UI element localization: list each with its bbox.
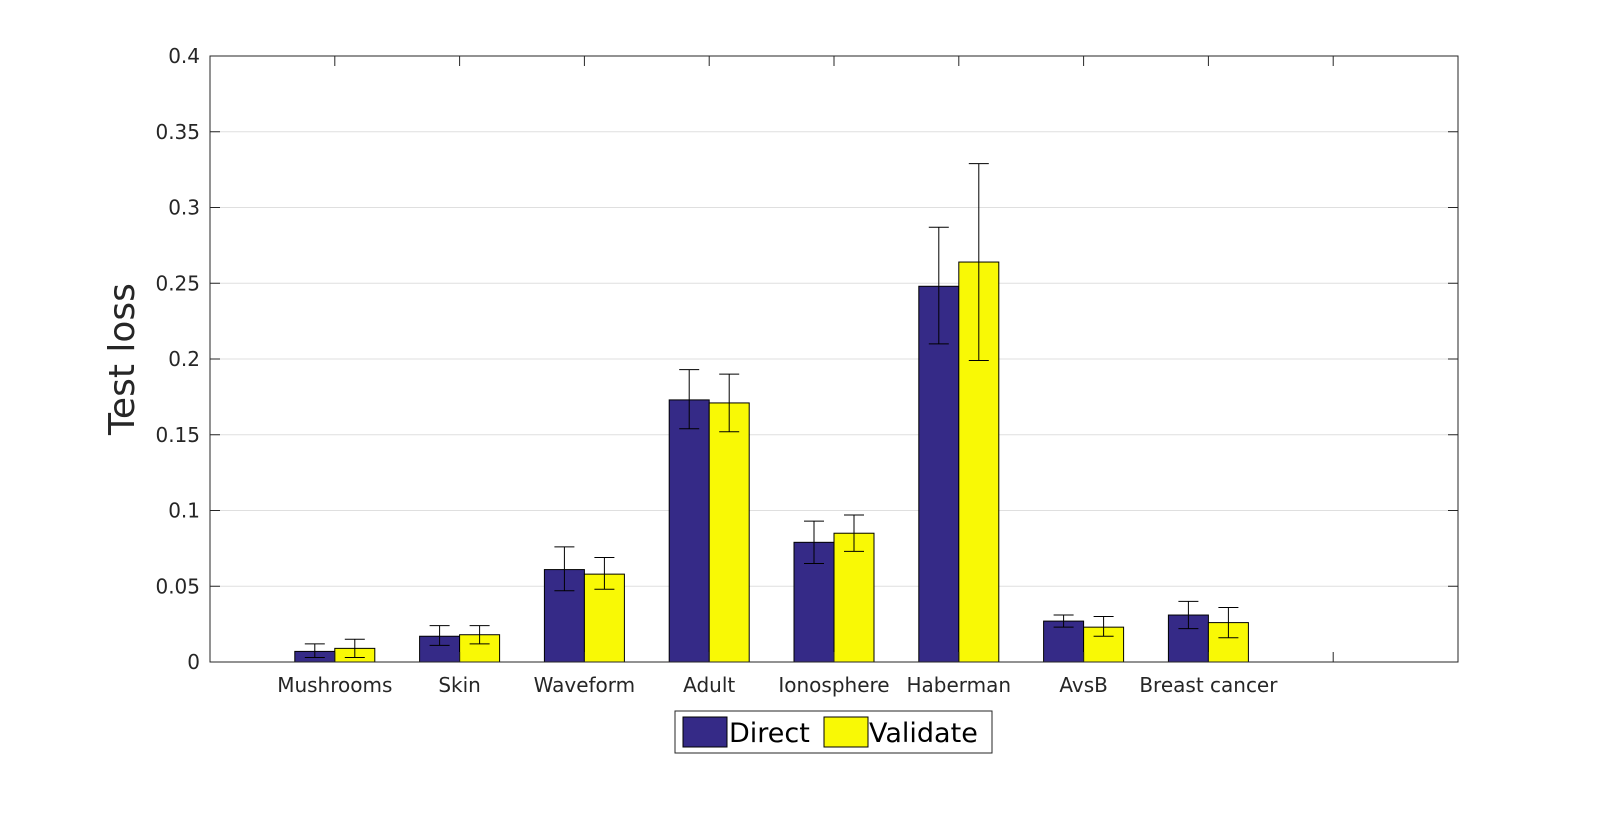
y-tick-label: 0.25 <box>155 271 200 295</box>
bar-validate <box>708 402 750 663</box>
y-tick-label: 0.35 <box>155 120 200 144</box>
y-tick-label: 0.4 <box>168 44 200 68</box>
y-tick-label: 0.2 <box>168 347 200 371</box>
x-tick-label: Breast cancer <box>1139 673 1278 697</box>
bar-validate <box>833 532 875 663</box>
x-tick-labels: Mushrooms Skin Waveform Adult Ionosphere Habe… <box>277 673 1278 697</box>
x-tick-label: Waveform <box>534 673 636 697</box>
y-axis-label: Test loss <box>102 283 143 436</box>
x-tick-label: Skin <box>438 673 481 697</box>
y-gridlines <box>210 131 1458 587</box>
legend-swatch-validate <box>823 716 869 748</box>
x-tick-label: Ionosphere <box>778 673 889 697</box>
y-tick-label: 0.3 <box>168 196 200 220</box>
bar-direct <box>668 399 710 663</box>
error-bars <box>304 163 1239 658</box>
legend-label-direct: Direct <box>729 718 810 749</box>
legend: Direct Validate <box>674 710 993 754</box>
x-tick-label: Adult <box>683 673 735 697</box>
legend-label-validate: Validate <box>869 718 978 749</box>
bar-direct <box>918 285 960 663</box>
y-tick-labels: 0 0.05 0.1 0.15 0.2 0.25 0.3 0.35 0.4 <box>155 44 200 674</box>
y-tick-label: 0.1 <box>168 499 200 523</box>
y-tick-label: 0 <box>187 650 200 674</box>
x-tick-label: Haberman <box>907 673 1012 697</box>
x-tick-label: AvsB <box>1059 673 1108 697</box>
legend-swatch-direct <box>682 716 728 748</box>
y-tick-label: 0.05 <box>155 574 200 598</box>
y-tick-label: 0.15 <box>155 423 200 447</box>
axis-ticks <box>210 55 1458 663</box>
x-tick-label: Mushrooms <box>277 673 392 697</box>
bar-series <box>294 261 1249 663</box>
